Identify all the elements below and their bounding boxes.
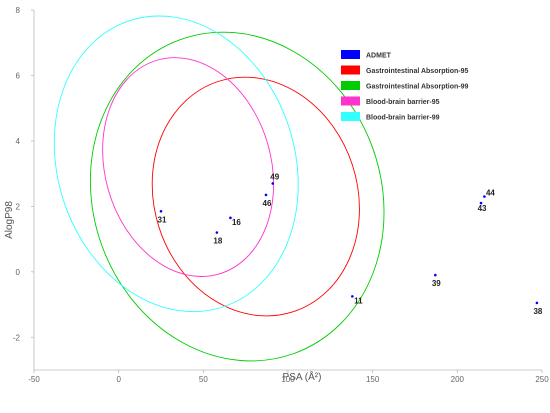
- data-point: [159, 209, 163, 213]
- data-point-label: 38: [533, 307, 542, 316]
- data-point: [215, 231, 219, 234]
- x-tick-label: 0: [116, 375, 121, 384]
- legend-swatch: [341, 50, 360, 59]
- data-point-label: 49: [270, 172, 279, 181]
- ellipse-blood-brain-barrier-99: [53, 15, 299, 313]
- data-point: [434, 273, 437, 277]
- data-point-label: 11: [354, 296, 363, 305]
- data-point-label: 31: [158, 215, 167, 224]
- legend-swatch: [341, 81, 360, 90]
- legend-label: Gastrointestinal Absorption-99: [366, 84, 469, 91]
- data-point: [271, 182, 275, 185]
- legend-swatch: [341, 96, 360, 106]
- legend-label: Blood-brain barrier-99: [366, 115, 440, 122]
- x-tick-label: 50: [199, 375, 208, 384]
- ellipse-blood-brain-barrier-95: [102, 57, 274, 277]
- x-tick-label: 250: [535, 375, 549, 384]
- data-point-label: 44: [486, 189, 495, 198]
- data-point-label: 46: [263, 199, 272, 208]
- data-point: [483, 195, 486, 198]
- data-points: 31 18 16 46 49 11 39 43 44 38: [158, 172, 543, 315]
- legend-swatch: [341, 65, 360, 75]
- legend-swatch: [341, 112, 360, 121]
- x-tick-label: 200: [451, 375, 465, 384]
- y-tick-label: 4: [16, 137, 21, 146]
- y-tick-label: 6: [16, 71, 21, 80]
- legend: ADMET Gastrointestinal Absorption-95 Gastr…: [341, 50, 469, 122]
- ellipse-gastrointestinal-absorption-95: [151, 76, 360, 317]
- data-point: [264, 193, 268, 197]
- x-axis-title: PSA (Å²): [283, 370, 322, 383]
- legend-label: ADMET: [366, 53, 392, 60]
- data-point-label: 39: [432, 279, 441, 288]
- data-point-label: 43: [478, 204, 487, 213]
- y-axis-title: AlogP98: [4, 201, 15, 239]
- legend-label: Blood-brain barrier-95: [366, 99, 440, 106]
- data-point: [229, 216, 232, 220]
- y-tick-label: 0: [16, 268, 21, 277]
- legend-label: Gastrointestinal Absorption-95: [366, 68, 469, 75]
- y-tick-label: -2: [13, 333, 21, 342]
- x-tick-label: -50: [28, 375, 40, 384]
- confidence-ellipses: [53, 15, 385, 362]
- data-point: [535, 301, 539, 305]
- y-tick-label: 8: [16, 6, 21, 15]
- y-tick-label: 2: [16, 202, 21, 211]
- ellipse-gastrointestinal-absorption-99: [89, 31, 385, 362]
- data-point: [479, 201, 483, 205]
- data-point-label: 18: [213, 237, 222, 246]
- data-point-label: 16: [232, 218, 241, 227]
- data-point: [351, 295, 354, 298]
- x-tick-label: 150: [366, 375, 380, 384]
- x-tick-label: 100: [281, 375, 295, 384]
